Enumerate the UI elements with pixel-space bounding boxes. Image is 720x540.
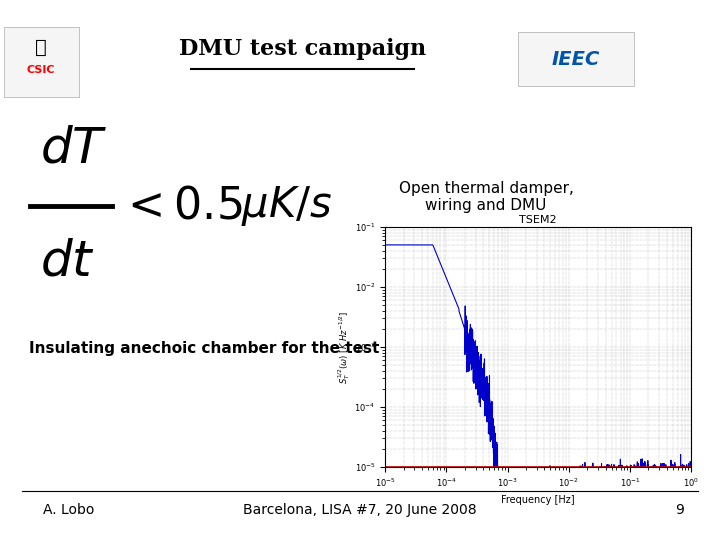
Text: $dT$: $dT$ <box>40 124 107 173</box>
Text: Barcelona, LISA #7, 20 June 2008: Barcelona, LISA #7, 20 June 2008 <box>243 503 477 517</box>
Title: TSEM2: TSEM2 <box>519 214 557 225</box>
Text: 9: 9 <box>675 503 684 517</box>
Text: CSIC: CSIC <box>27 64 55 75</box>
Bar <box>518 32 634 86</box>
Text: Open thermal damper,
wiring and DMU: Open thermal damper, wiring and DMU <box>399 181 573 213</box>
Text: IEEC: IEEC <box>552 50 600 69</box>
Bar <box>4 27 79 97</box>
Text: Insulating anechoic chamber for the test: Insulating anechoic chamber for the test <box>29 341 379 356</box>
Text: $\mu K/s$: $\mu K/s$ <box>241 184 333 228</box>
Text: 🌳: 🌳 <box>35 38 47 57</box>
Text: $dt$: $dt$ <box>40 237 94 287</box>
Text: A. Lobo: A. Lobo <box>43 503 94 517</box>
Y-axis label: $S_T^{1/2}(\omega)\ [K\ Hz^{-1/2}]$: $S_T^{1/2}(\omega)\ [K\ Hz^{-1/2}]$ <box>336 310 351 383</box>
Text: $< 0.5$: $< 0.5$ <box>119 185 242 228</box>
X-axis label: Frequency [Hz]: Frequency [Hz] <box>501 495 575 505</box>
Text: DMU test campaign: DMU test campaign <box>179 38 426 59</box>
